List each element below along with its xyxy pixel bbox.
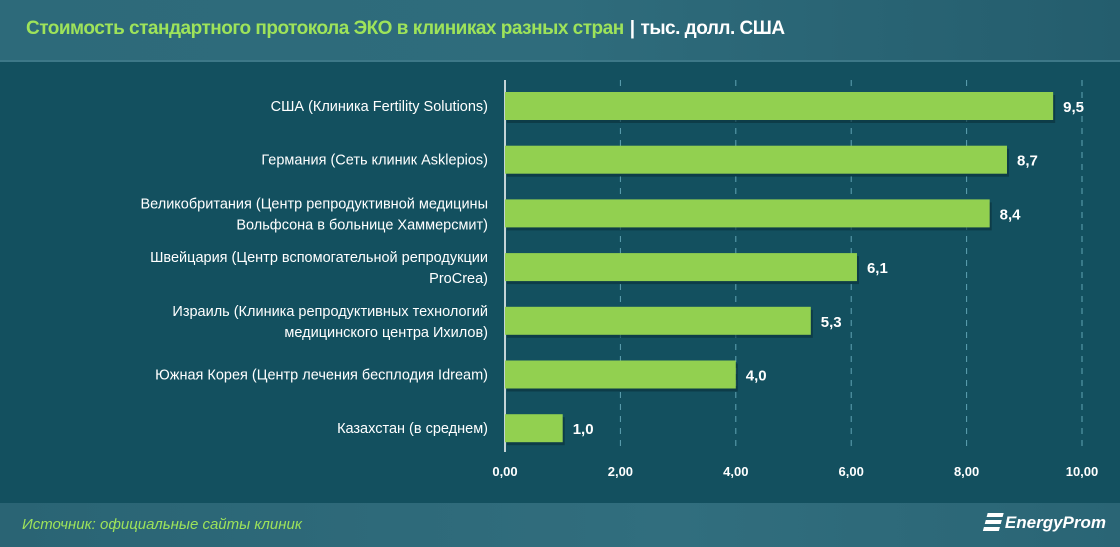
category-label-line: Великобритания (Центр репродуктивной мед… (140, 196, 488, 212)
title-separator: | (629, 18, 635, 39)
x-tick-label: 0,00 (492, 464, 517, 479)
bar (505, 253, 857, 282)
x-tick-label: 10,00 (1066, 464, 1099, 479)
category-label-line: Швейцария (Центр вспомогательной репроду… (150, 250, 488, 266)
value-label: 5,3 (821, 314, 842, 331)
category-label: Казахстан (в среднем) (337, 421, 488, 437)
chart-svg: 0,00 2,00 4,00 6,00 8,00 10,00 9,5 США (Клиника… (140, 80, 1099, 479)
category-label-line: Вольфсона в больнице Хаммерсмит) (236, 217, 488, 233)
value-label: 6,1 (867, 260, 888, 277)
bar (505, 414, 563, 443)
category-label: Южная Корея (Центр лечения бесплодия Idr… (155, 368, 488, 384)
header: Стоимость стандартного протокола ЭКО в к… (0, 0, 1120, 62)
x-tick-label: 8,00 (954, 464, 979, 479)
value-label: 1,0 (573, 421, 594, 438)
title-unit: тыс. долл. США (640, 18, 786, 39)
chart-title: Стоимость стандартного протокола ЭКО в к… (26, 18, 785, 40)
category-label: Израиль (Клиника репродуктивных технолог… (172, 304, 488, 341)
category-label-line: Израиль (Клиника репродуктивных технолог… (172, 304, 488, 320)
footer: Источник: официальные сайты клиник Energ… (0, 503, 1120, 547)
value-label: 8,4 (1000, 206, 1022, 223)
x-tick-label: 6,00 (839, 464, 864, 479)
category-label-line: Казахстан (в среднем) (337, 421, 488, 437)
category-label-line: Германия (Сеть клиник Asklepios) (261, 153, 488, 169)
bar-chart: 0,00 2,00 4,00 6,00 8,00 10,00 9,5 США (Клиника… (0, 62, 1120, 503)
category-label: США (Клиника Fertility Solutions) (271, 99, 488, 115)
category-label-line: медицинского центра Ихилов) (284, 325, 488, 341)
title-main: Стоимость стандартного протокола ЭКО в к… (26, 18, 624, 39)
bar (505, 92, 1054, 120)
bar (505, 145, 1007, 174)
logo-icon (982, 513, 1004, 533)
value-label: 9,5 (1063, 99, 1084, 116)
category-label-line: ProCrea) (429, 271, 488, 287)
category-label-line: США (Клиника Fertility Solutions) (271, 99, 488, 115)
x-tick-label: 2,00 (608, 464, 633, 479)
category-label-line: Южная Корея (Центр лечения бесплодия Idr… (155, 368, 488, 384)
energyprom-logo: EnergyProm (982, 513, 1106, 533)
category-label: Германия (Сеть клиник Asklepios) (261, 153, 488, 169)
bar (505, 199, 990, 228)
x-tick-label: 4,00 (723, 464, 748, 479)
bar (505, 360, 736, 389)
bar (505, 306, 811, 335)
value-label: 4,0 (746, 368, 767, 385)
value-label: 8,7 (1017, 153, 1038, 170)
category-label: Швейцария (Центр вспомогательной репроду… (150, 250, 488, 287)
source-note: Источник: официальные сайты клиник (22, 516, 302, 533)
category-label: Великобритания (Центр репродуктивной мед… (140, 196, 488, 233)
logo-text: EnergyProm (1004, 513, 1106, 532)
